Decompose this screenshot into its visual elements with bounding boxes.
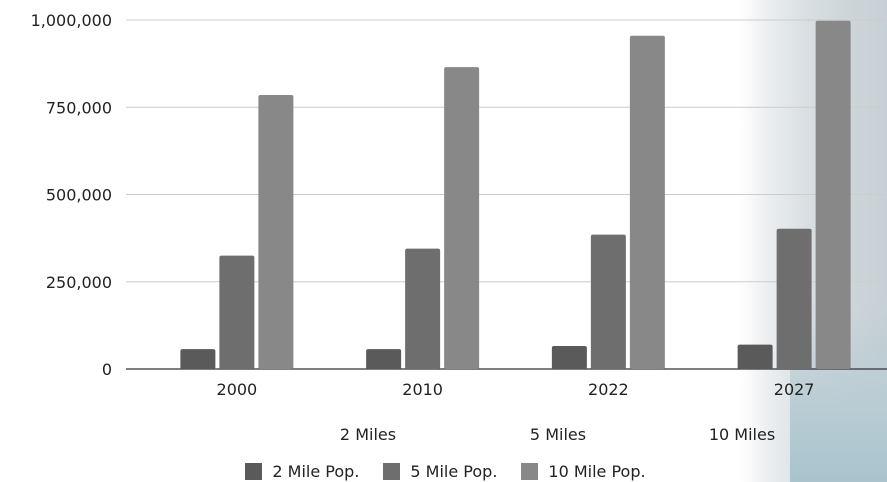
bar (815, 20, 851, 370)
x-tick-label: 2000 (217, 380, 258, 399)
bar (629, 35, 665, 369)
legend-label: 5 Mile Pop. (410, 461, 498, 481)
legend-swatch (383, 462, 401, 480)
legend-label: 2 Mile Pop. (272, 461, 360, 481)
bars (180, 20, 851, 370)
bar (258, 95, 294, 369)
bar-chart: 0 250,000 500,000 750,000 1,000,000 2000 2010… (31, 11, 887, 399)
x-tick-label: 2022 (588, 380, 629, 399)
legend-label: 10 Mile Pop. (548, 461, 646, 481)
y-tick-label: 1,000,000 (31, 11, 112, 30)
bar (444, 67, 480, 370)
legend-item-2-mile: 2 Mile Pop. (241, 462, 359, 481)
legend-swatch (245, 462, 263, 480)
x-tick-label: 2010 (402, 380, 443, 399)
y-tick-label: 0 (102, 360, 112, 379)
bar (366, 349, 402, 369)
bar (405, 248, 441, 369)
legend-item-10-mile: 10 Mile Pop. (517, 461, 646, 481)
legend-item-5-mile: 5 Mile Pop. (379, 462, 497, 481)
y-tick-label: 500,000 (46, 186, 112, 205)
y-tick-label: 250,000 (46, 273, 112, 292)
group-label-2-miles: 2 Miles (339, 425, 397, 444)
y-tick-label: 750,000 (46, 98, 112, 117)
legend-swatch (521, 462, 539, 480)
bar (180, 349, 216, 369)
bar (737, 344, 773, 369)
bar (590, 234, 626, 369)
gridlines (126, 19, 887, 370)
y-axis-ticks: 0 250,000 500,000 750,000 1,000,000 (31, 11, 112, 379)
group-label-10-miles: 10 Miles (708, 425, 776, 444)
bar (551, 345, 587, 369)
group-label-5-miles: 5 Miles (529, 425, 587, 444)
x-tick-label: 2027 (774, 380, 815, 399)
bar (219, 255, 255, 369)
chart-legend: 2 Mile Pop. 5 Mile Pop. 10 Mile Pop. (0, 460, 887, 482)
x-axis-ticks: 2000 2010 2022 2027 (217, 380, 815, 399)
bar (776, 228, 812, 369)
